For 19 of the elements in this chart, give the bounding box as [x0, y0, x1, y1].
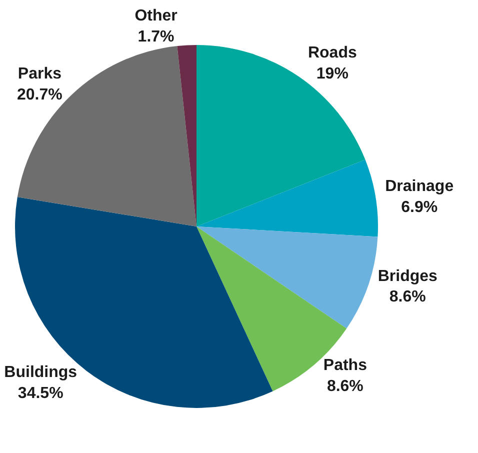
data-label: 1.7% — [138, 28, 174, 46]
slice-label: Parks — [18, 66, 62, 83]
data-label: 19% — [316, 65, 348, 82]
slice-label: Roads — [308, 44, 357, 62]
pie-slice — [177, 45, 196, 226]
pie-slice — [17, 46, 196, 226]
slice-label: Other — [134, 8, 178, 25]
data-label: 8.6% — [389, 288, 426, 306]
pie-slice — [196, 226, 378, 329]
slice-label: Bridges — [378, 268, 438, 285]
slice-label: Buildings — [4, 364, 78, 382]
data-label: 20.7% — [17, 86, 62, 104]
pie-slice — [196, 160, 378, 237]
pie-slice — [196, 45, 366, 226]
data-label: 34.5% — [18, 384, 64, 402]
data-label: 8.6% — [326, 378, 364, 395]
data-label: 6.9% — [401, 198, 438, 216]
slice-label: Drainage — [385, 178, 454, 196]
slice-label: Paths — [323, 356, 368, 374]
